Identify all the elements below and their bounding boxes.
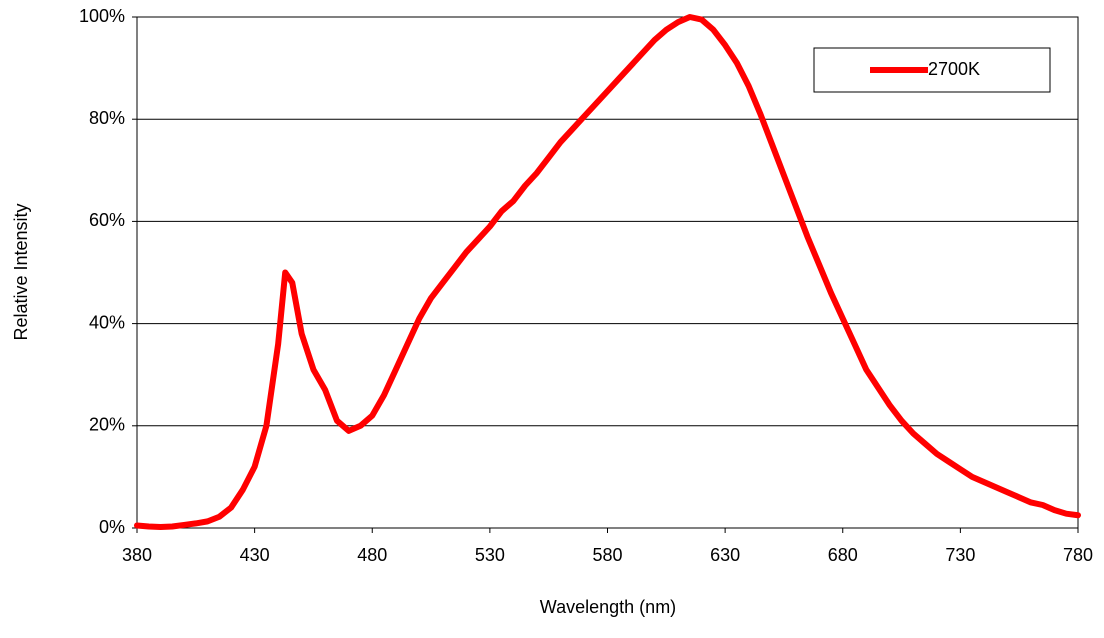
y-tick-label: 0% — [99, 517, 125, 537]
data-line — [134, 14, 1081, 530]
y-tick-label: 60% — [89, 210, 125, 230]
y-tick-label: 40% — [89, 312, 125, 332]
y-axis-title: Relative Intensity — [11, 203, 31, 340]
x-tick-label: 430 — [240, 545, 270, 565]
x-tick-label: 680 — [828, 545, 858, 565]
x-tick-label: 630 — [710, 545, 740, 565]
y-tick-label: 100% — [79, 6, 125, 26]
y-tick-label: 80% — [89, 108, 125, 128]
x-tick-label: 780 — [1063, 545, 1093, 565]
x-tick-label: 480 — [357, 545, 387, 565]
x-tick-label: 580 — [592, 545, 622, 565]
legend-label: 2700K — [928, 59, 980, 79]
x-tick-label: 380 — [122, 545, 152, 565]
x-tick-label: 530 — [475, 545, 505, 565]
x-tick-label: 730 — [945, 545, 975, 565]
x-axis-title: Wavelength (nm) — [540, 597, 676, 617]
legend-box — [813, 47, 1051, 93]
y-tick-label: 20% — [89, 415, 125, 435]
